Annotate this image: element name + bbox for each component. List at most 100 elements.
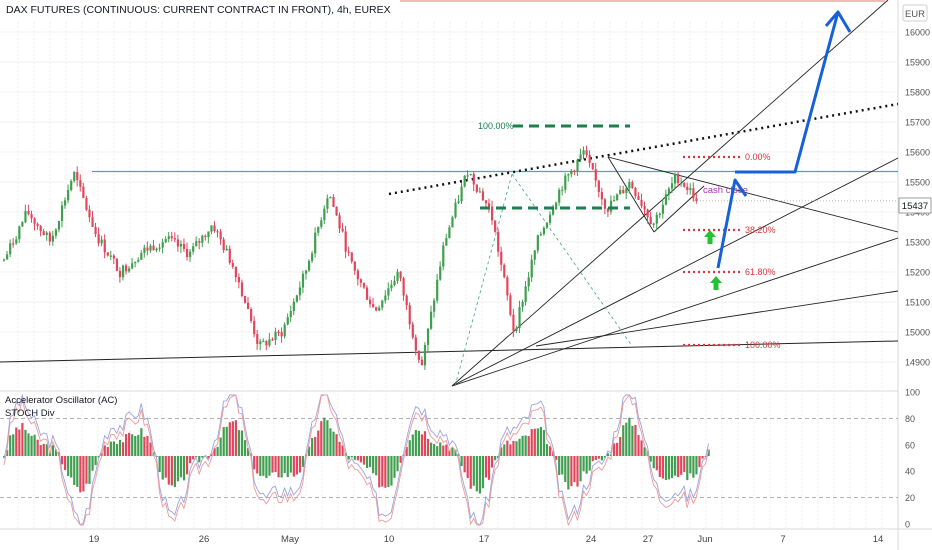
candle-body [561, 189, 564, 191]
osc-bar [402, 454, 405, 456]
osc-bar [243, 440, 247, 456]
candle-body [286, 317, 289, 325]
osc-bar [143, 436, 146, 456]
candle-body [121, 265, 125, 278]
osc-bar [597, 456, 600, 459]
stoch-k-line [3, 393, 709, 526]
candle-body [15, 239, 18, 244]
osc-bar [24, 429, 27, 456]
fan-line-2 [451, 157, 899, 387]
osc-bar [637, 435, 640, 456]
candle-body [454, 202, 457, 218]
osc-legend-stoch: STOCH Div [5, 408, 55, 419]
candle-body [686, 186, 689, 190]
candle-body [408, 305, 411, 325]
osc-bar [600, 456, 603, 461]
candle-body [640, 199, 643, 206]
osc-bar [189, 456, 192, 464]
candle-body [670, 183, 674, 189]
green-up-arrow-icon [710, 276, 722, 290]
osc-bar [192, 456, 195, 460]
osc-bar [67, 456, 70, 477]
osc-bar [664, 456, 668, 481]
osc-bar [491, 456, 494, 468]
candle-body [161, 242, 164, 248]
candle-body [478, 191, 481, 193]
currency-badge[interactable] [902, 4, 928, 22]
osc-bar [512, 440, 515, 456]
candle-body [536, 235, 539, 251]
candle-body [341, 228, 344, 232]
candle-body [637, 196, 640, 200]
candle-body [539, 234, 542, 236]
candle-body [118, 270, 122, 278]
osc-bar [585, 456, 588, 474]
candle-body [27, 211, 30, 215]
candle-body [667, 188, 671, 195]
candle-body [347, 251, 350, 253]
osc-bar [652, 456, 655, 469]
candle-body [3, 259, 6, 261]
candle-body [112, 255, 115, 259]
osc-bar [454, 449, 457, 456]
candle-body [390, 284, 393, 289]
osc-bar [451, 447, 454, 456]
candle-body [48, 232, 51, 242]
candle-body [292, 301, 295, 312]
candle-body [137, 259, 140, 262]
osc-bar [494, 456, 497, 461]
osc-bar [686, 456, 689, 481]
osc-bar [430, 442, 433, 456]
candle-body [643, 205, 646, 210]
candle-body [128, 268, 131, 272]
price-tick-label: 15500 [905, 178, 930, 188]
osc-bar [15, 427, 18, 456]
candle-body [512, 314, 515, 331]
osc-bar [478, 456, 481, 494]
osc-bar [207, 456, 210, 459]
osc-bar [280, 456, 283, 478]
osc-bar [271, 456, 274, 473]
candle-body [204, 235, 207, 238]
osc-bar [533, 428, 536, 456]
candle-body [70, 180, 73, 191]
osc-bar [73, 456, 76, 485]
candle-body [634, 188, 637, 197]
candle-body [179, 243, 183, 247]
osc-bar [362, 456, 366, 465]
osc-bar [308, 446, 311, 456]
osc-bar [500, 447, 503, 456]
candle-body [39, 226, 42, 232]
osc-bar [9, 435, 12, 456]
osc-bar [411, 434, 414, 456]
candle-body [600, 192, 603, 200]
candle-body [609, 200, 613, 212]
osc-bar [667, 456, 671, 480]
osc-bar [344, 452, 347, 456]
osc-bar [475, 456, 478, 492]
osc-bar [198, 456, 201, 463]
candle-body [527, 277, 530, 287]
candle-body [378, 307, 381, 311]
osc-bar [341, 445, 344, 456]
candle-body [369, 299, 372, 305]
osc-bar [591, 456, 594, 462]
time-tick-label: 24 [586, 534, 597, 545]
candle-body [311, 253, 314, 261]
candle-body [570, 170, 573, 175]
osc-bar [97, 456, 100, 458]
time-tick-label: 19 [89, 534, 100, 545]
candle-body [451, 217, 454, 228]
candle-body [170, 236, 173, 239]
osc-bar [445, 444, 448, 456]
osc-bar [576, 456, 579, 487]
osc-bar [118, 439, 122, 456]
time-tick-label: 17 [479, 534, 490, 545]
osc-bar [677, 456, 680, 478]
osc-bar [228, 422, 231, 456]
candle-body [649, 217, 652, 225]
candle-body [231, 263, 234, 267]
candle-body [646, 209, 649, 218]
osc-bar [683, 456, 686, 472]
